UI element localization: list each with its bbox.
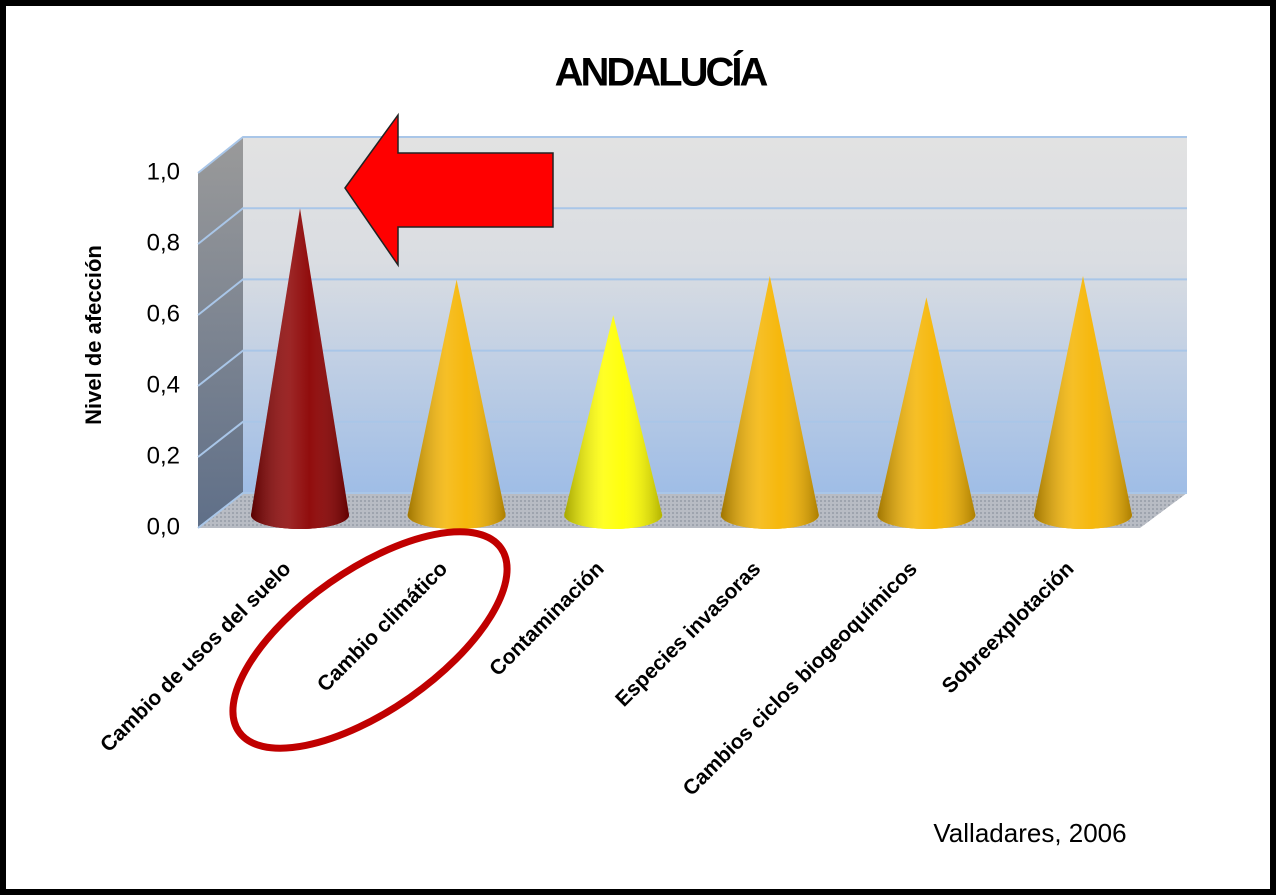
cone-shading <box>251 208 349 529</box>
y-tick-label: 0,8 <box>147 229 180 256</box>
left-wall <box>198 137 243 528</box>
y-tick-label: 0,2 <box>147 442 180 469</box>
cone-shading <box>720 276 819 530</box>
grid-line <box>197 278 1187 316</box>
y-tick-label: 1,0 <box>147 158 180 185</box>
y-tick-label: 0,0 <box>147 513 180 540</box>
grid-line <box>197 349 1187 387</box>
arrow <box>344 112 554 268</box>
grid-line <box>197 492 1187 529</box>
highlight-ellipse <box>229 528 511 752</box>
y-tick-label: 0,6 <box>147 300 180 327</box>
annotation: Valladares, 2006 <box>933 818 1126 848</box>
grid-line <box>197 136 1187 174</box>
cone-shading <box>877 297 976 530</box>
y-axis-label: Nivel de afección <box>81 245 106 425</box>
cone-shading <box>1034 276 1132 529</box>
grid-line <box>197 420 1187 458</box>
y-tick-label: 0,4 <box>147 371 180 398</box>
grid-line <box>197 207 1187 245</box>
chart-title: ANDALUCÍA <box>555 50 768 95</box>
cone-shading <box>407 279 506 530</box>
cone-shading <box>564 315 663 530</box>
